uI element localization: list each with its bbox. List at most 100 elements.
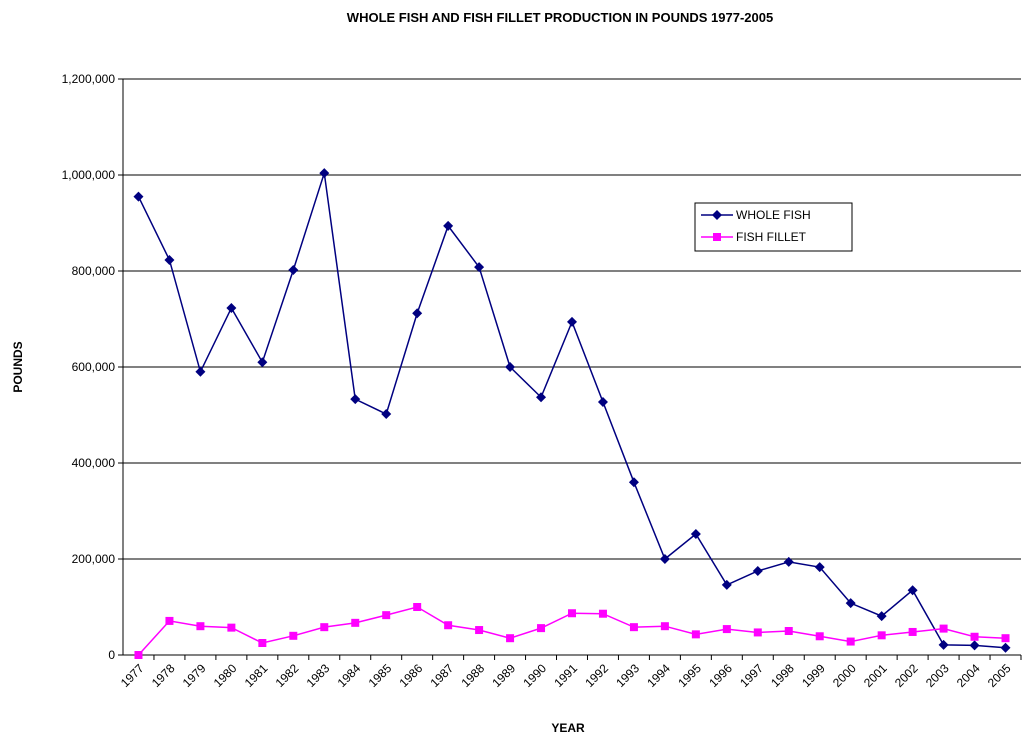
point	[815, 632, 824, 641]
point	[288, 265, 299, 276]
point	[474, 262, 485, 273]
x-tick-label: 2003	[923, 661, 952, 690]
x-tick-label: 1989	[489, 661, 518, 690]
x-tick-label: 1997	[737, 661, 766, 690]
series	[133, 168, 1011, 653]
point	[351, 618, 360, 627]
point	[289, 631, 298, 640]
x-tick-label: 1983	[304, 661, 333, 690]
point	[783, 556, 794, 567]
point	[567, 316, 577, 327]
x-tick-label: 2001	[861, 661, 890, 690]
point	[691, 630, 700, 639]
point	[226, 302, 237, 313]
point	[227, 623, 236, 632]
x-tick-label: 2004	[954, 661, 983, 690]
point	[165, 616, 174, 625]
x-tick-label: 1998	[768, 661, 797, 690]
point	[970, 632, 979, 641]
point	[598, 609, 607, 618]
x-tick-label: 1985	[366, 661, 395, 690]
x-tick-label: 1993	[613, 661, 642, 690]
point	[350, 394, 361, 405]
x-tick-label: 2005	[985, 661, 1014, 690]
x-tick-label: 1979	[180, 661, 209, 690]
y-tick-label: 1,200,000	[62, 72, 116, 86]
x-tick-label: 1992	[582, 661, 611, 690]
x-tick-label: 1978	[149, 661, 178, 690]
point	[659, 554, 670, 564]
point	[444, 621, 453, 630]
point	[382, 611, 391, 620]
point	[413, 603, 422, 611]
point	[907, 585, 918, 596]
x-tick-label: 1987	[427, 661, 456, 690]
point	[597, 397, 608, 408]
point	[629, 623, 638, 632]
point	[412, 308, 423, 319]
x-tick-label: 1994	[644, 661, 673, 690]
x-tick-label: 1991	[551, 661, 580, 690]
x-tick-label: 1990	[520, 661, 549, 690]
point	[845, 598, 856, 609]
y-tick-label: 1,000,000	[62, 168, 116, 182]
x-axis-title: YEAR	[551, 721, 585, 735]
x-tick-label: 1982	[273, 661, 302, 690]
point	[537, 624, 546, 633]
point	[713, 233, 721, 241]
point	[939, 624, 948, 633]
point	[258, 639, 267, 647]
point	[752, 566, 763, 576]
x-tick-label: 1996	[706, 661, 735, 690]
point	[505, 362, 516, 372]
legend-label: WHOLE FISH	[736, 208, 811, 222]
point	[257, 357, 268, 368]
point	[814, 562, 825, 573]
x-tick-label: 1999	[799, 661, 828, 690]
point	[134, 651, 143, 659]
y-tick-label: 400,000	[72, 456, 116, 470]
x-tick-label: 1980	[211, 661, 240, 690]
legend-label: FISH FILLET	[736, 230, 807, 244]
y-axis-title: POUNDS	[11, 341, 25, 392]
legend: WHOLE FISH FISH FILLET	[694, 202, 853, 252]
x-tick-label: 2002	[892, 661, 921, 690]
point	[712, 210, 722, 220]
point	[1001, 634, 1010, 643]
x-tick-label: 1981	[242, 661, 271, 690]
point	[320, 623, 329, 632]
point	[133, 191, 144, 202]
point	[506, 634, 515, 643]
series	[134, 603, 1010, 659]
point	[381, 409, 392, 420]
point	[196, 622, 205, 631]
point	[443, 220, 454, 231]
point	[628, 477, 639, 488]
x-tick-label: 2000	[830, 661, 859, 690]
y-tick-label: 800,000	[72, 264, 116, 278]
x-tick-label: 1977	[118, 661, 147, 690]
point	[536, 392, 547, 403]
x-tick-label: 1984	[335, 661, 364, 690]
point	[1000, 642, 1011, 653]
point	[784, 627, 793, 635]
y-tick-label: 600,000	[72, 360, 116, 374]
point	[876, 611, 887, 622]
point	[846, 637, 855, 646]
y-tick-label: 0	[108, 648, 115, 662]
series-line	[137, 172, 1006, 649]
point	[753, 628, 762, 637]
point	[164, 254, 175, 265]
point	[195, 366, 206, 377]
x-tick-label: 1986	[397, 661, 426, 690]
point	[969, 640, 980, 651]
point	[475, 626, 484, 635]
x-tick-label: 1988	[458, 661, 487, 690]
point	[660, 622, 669, 631]
point	[722, 625, 731, 634]
point	[721, 579, 732, 590]
point	[908, 627, 917, 636]
point	[690, 529, 701, 540]
point	[319, 168, 330, 179]
